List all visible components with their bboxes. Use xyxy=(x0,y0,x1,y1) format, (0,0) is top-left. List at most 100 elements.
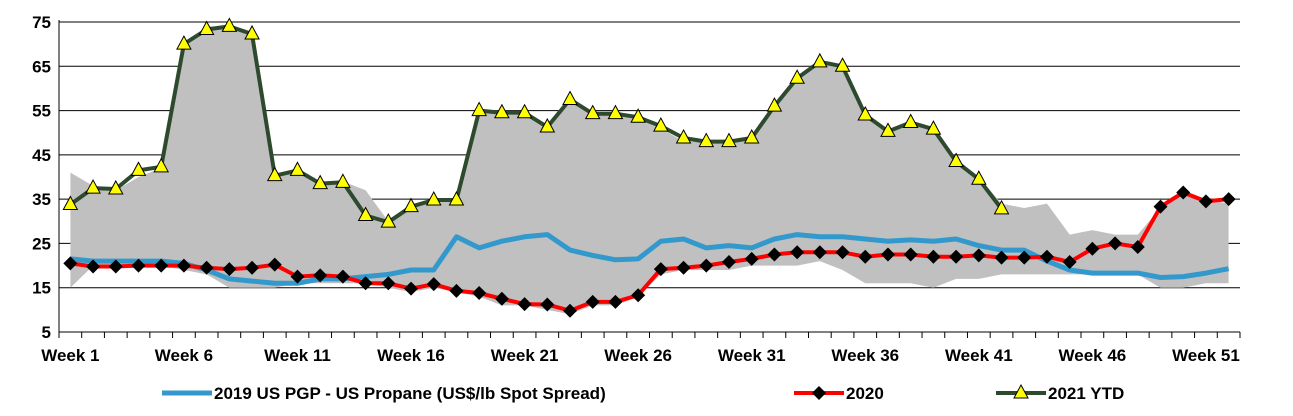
data-point-diamond xyxy=(812,245,827,260)
x-tick-label: Week 26 xyxy=(604,346,672,365)
series-line xyxy=(70,190,1229,313)
y-tick-label: 55 xyxy=(32,102,51,121)
data-point-diamond xyxy=(404,281,419,296)
data-point-triangle xyxy=(993,199,1010,215)
data-point-triangle xyxy=(425,190,442,206)
y-tick-label: 45 xyxy=(32,146,51,165)
data-point-diamond xyxy=(949,249,964,264)
data-point-diamond xyxy=(676,260,691,275)
data-point-triangle xyxy=(675,128,692,144)
data-point-diamond xyxy=(1017,250,1032,265)
legend-item-2020: 2020 xyxy=(794,384,884,403)
data-point-diamond xyxy=(585,294,600,309)
data-point-diamond xyxy=(971,248,986,263)
data-point-triangle xyxy=(948,152,964,167)
legend: 2019 US PGP - US Propane (US$/lb Spot Sp… xyxy=(162,383,1124,403)
data-point-diamond xyxy=(1062,255,1077,270)
data-point-diamond xyxy=(631,288,646,303)
data-point-triangle xyxy=(198,20,215,36)
data-point-triangle xyxy=(380,213,397,228)
axes xyxy=(58,20,1241,338)
data-point-triangle xyxy=(176,35,192,50)
data-point-triangle xyxy=(448,190,465,206)
x-tick-label: Week 6 xyxy=(155,346,213,365)
data-point-diamond xyxy=(1198,194,1213,209)
x-tick-label: Week 16 xyxy=(377,346,445,365)
data-point-triangle xyxy=(698,132,715,148)
data-point-diamond xyxy=(1221,192,1236,207)
data-point-triangle xyxy=(584,104,601,120)
data-point-diamond xyxy=(563,303,578,318)
x-tick-label: Week 31 xyxy=(718,346,786,365)
data-point-diamond xyxy=(245,260,260,275)
x-tick-label: Week 51 xyxy=(1172,346,1240,365)
data-point-triangle xyxy=(312,174,329,190)
series-1 xyxy=(63,185,1236,318)
legend-label-2019: 2019 US PGP - US Propane (US$/lb Spot Sp… xyxy=(214,384,606,403)
x-tick-labels: Week 1 Week 6 Week 11 Week 16 Week 21 Week 26… xyxy=(41,346,1240,365)
y-tick-label: 15 xyxy=(32,279,51,298)
data-point-triangle xyxy=(880,122,896,137)
data-point-triangle xyxy=(471,101,488,117)
data-point-diamond xyxy=(494,291,509,306)
y-tick-label: 35 xyxy=(32,190,51,209)
y-tick-labels: 5 15 25 35 45 55 65 75 xyxy=(32,13,51,342)
data-point-triangle xyxy=(562,90,578,105)
data-point-diamond xyxy=(1153,199,1168,214)
legend-item-2019: 2019 US PGP - US Propane (US$/lb Spot Sp… xyxy=(162,384,606,403)
legend-item-2021: 2021 YTD xyxy=(996,383,1124,403)
legend-marker-2020 xyxy=(812,386,826,400)
data-point-diamond xyxy=(994,250,1009,265)
series-layer xyxy=(62,17,1236,318)
y-tick-label: 5 xyxy=(42,323,51,342)
data-point-diamond xyxy=(426,277,441,292)
data-point-triangle xyxy=(403,197,419,213)
data-point-diamond xyxy=(744,251,759,266)
x-tick-label: Week 36 xyxy=(831,346,899,365)
data-point-triangle xyxy=(857,105,874,121)
data-point-triangle xyxy=(653,117,669,132)
data-point-triangle xyxy=(494,103,510,119)
data-point-diamond xyxy=(131,258,146,273)
data-point-diamond xyxy=(1085,241,1100,256)
data-point-triangle xyxy=(516,103,533,119)
series-2 xyxy=(62,17,1010,228)
range-band-area xyxy=(70,26,1229,315)
data-point-diamond xyxy=(199,260,214,275)
data-point-triangle xyxy=(244,24,260,40)
data-point-diamond xyxy=(903,247,918,262)
data-point-diamond xyxy=(63,256,78,271)
data-point-triangle xyxy=(62,195,79,210)
data-point-diamond xyxy=(699,258,714,273)
data-point-diamond xyxy=(267,257,282,272)
data-point-triangle xyxy=(107,179,124,195)
y-tick-label: 75 xyxy=(32,13,51,32)
data-point-diamond xyxy=(108,259,123,274)
data-point-diamond xyxy=(86,259,101,274)
data-point-triangle xyxy=(539,117,556,133)
data-point-diamond xyxy=(835,245,850,260)
data-point-diamond xyxy=(313,268,328,283)
legend-label-2020: 2020 xyxy=(846,384,884,403)
data-point-diamond xyxy=(154,258,169,273)
x-tick-label: Week 46 xyxy=(1059,346,1127,365)
data-point-triangle xyxy=(743,128,760,144)
data-point-diamond xyxy=(335,269,350,284)
data-point-triangle xyxy=(85,179,101,194)
data-point-triangle xyxy=(630,108,646,123)
x-tick-label: Week 21 xyxy=(491,346,559,365)
data-point-diamond xyxy=(653,262,668,277)
x-tick-label: Week 11 xyxy=(264,346,331,365)
legend-label-2021: 2021 YTD xyxy=(1048,384,1124,403)
data-point-diamond xyxy=(358,276,373,291)
data-point-triangle xyxy=(902,113,919,129)
data-point-triangle xyxy=(335,173,351,188)
data-point-triangle xyxy=(834,57,851,72)
data-point-triangle xyxy=(766,97,783,112)
data-point-diamond xyxy=(858,249,873,264)
data-point-diamond xyxy=(381,276,396,291)
data-point-diamond xyxy=(517,297,532,312)
data-point-diamond xyxy=(290,269,305,284)
data-point-triangle xyxy=(221,17,238,32)
